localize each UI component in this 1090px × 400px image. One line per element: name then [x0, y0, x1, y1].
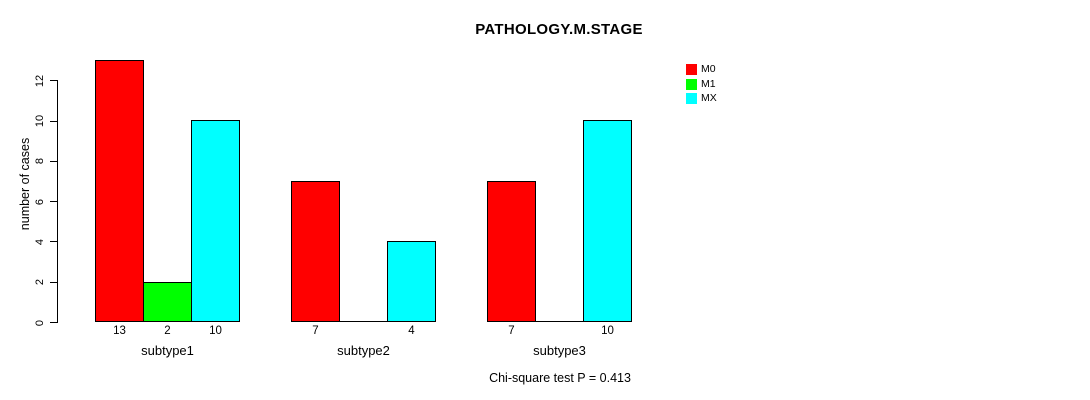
y-axis-tick — [50, 120, 57, 122]
y-axis-tick — [50, 80, 57, 82]
y-axis-tick — [50, 322, 57, 323]
bar-m1-subtype1 — [143, 282, 192, 322]
legend-label-m0: M0 — [701, 63, 716, 75]
bar-m0-subtype2 — [291, 181, 340, 322]
bar-value-label: 7 — [312, 325, 319, 337]
y-axis-tick — [50, 160, 57, 162]
chi-square-note: Chi-square test P = 0.413 — [489, 371, 631, 385]
y-axis-tick-label: 4 — [34, 238, 46, 245]
y-axis-tick-label: 6 — [34, 198, 46, 205]
category-label-subtype2: subtype2 — [337, 343, 390, 358]
y-axis-tick-label: 2 — [34, 279, 46, 286]
bar-value-label: 10 — [209, 325, 222, 337]
y-axis-tick-label: 8 — [34, 158, 46, 165]
chart-title: PATHOLOGY.M.STAGE — [475, 21, 643, 38]
bar-mx-subtype2 — [387, 241, 436, 322]
bar-mx-subtype3 — [583, 120, 632, 322]
legend-swatch-m1 — [686, 78, 697, 90]
bar-value-label: 13 — [113, 325, 126, 337]
bar-value-label: 10 — [601, 325, 614, 337]
bar-value-label: 7 — [508, 325, 515, 337]
y-axis-tick-label: 10 — [34, 114, 46, 128]
bar-value-label: 4 — [408, 325, 415, 337]
legend-swatch-m0 — [686, 64, 697, 75]
bar-mx-subtype1 — [191, 120, 240, 322]
legend-label-m1: M1 — [701, 77, 716, 90]
y-axis-tick-label: 0 — [34, 319, 46, 326]
category-label-subtype1: subtype1 — [141, 343, 194, 358]
zero-bar-m1-subtype2 — [339, 321, 388, 322]
legend-swatch-mx — [686, 93, 697, 104]
y-axis-tick-label: 12 — [34, 74, 46, 87]
y-axis-tick — [50, 241, 57, 243]
zero-bar-m1-subtype3 — [535, 321, 584, 322]
y-axis-tick — [50, 201, 57, 203]
bar-value-label: 2 — [164, 325, 171, 337]
bar-m0-subtype3 — [487, 181, 536, 322]
y-axis-line — [57, 80, 58, 323]
y-axis-tick — [50, 281, 57, 283]
y-axis-label: number of cases — [18, 137, 32, 231]
legend-label-mx: MX — [701, 92, 717, 104]
bar-m0-subtype1 — [95, 60, 144, 322]
category-label-subtype3: subtype3 — [533, 343, 586, 358]
